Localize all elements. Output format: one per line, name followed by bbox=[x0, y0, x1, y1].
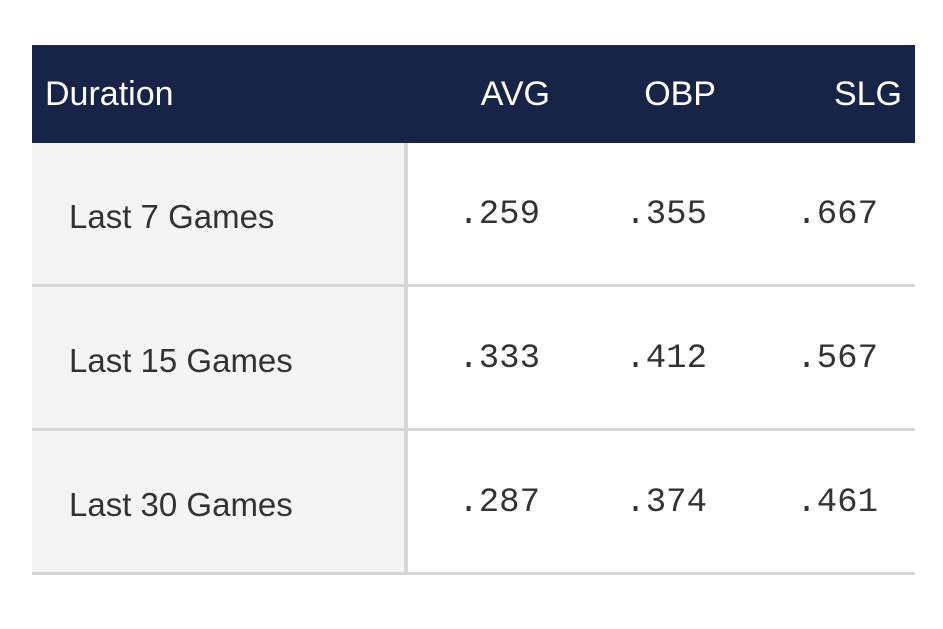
row-duration: Last 15 Games bbox=[32, 287, 408, 428]
table-row: Last 15 Games .333 .412 .567 bbox=[32, 287, 915, 431]
row-avg: .287 bbox=[458, 483, 540, 522]
row-obp: .355 bbox=[625, 195, 707, 234]
row-obp: .374 bbox=[625, 483, 707, 522]
row-slg: .667 bbox=[796, 195, 878, 234]
row-duration: Last 7 Games bbox=[32, 143, 408, 284]
table-row: Last 30 Games .287 .374 .461 bbox=[32, 431, 915, 575]
row-obp: .412 bbox=[625, 339, 707, 378]
row-slg: .567 bbox=[796, 339, 878, 378]
header-duration: Duration bbox=[45, 74, 174, 113]
table-row: Last 7 Games .259 .355 .667 bbox=[32, 143, 915, 287]
row-slg: .461 bbox=[796, 483, 878, 522]
row-avg: .259 bbox=[458, 195, 540, 234]
table-header: Duration AVG OBP SLG bbox=[32, 45, 915, 143]
stats-table: Duration AVG OBP SLG Last 7 Games .259 .… bbox=[32, 45, 915, 575]
row-avg: .333 bbox=[458, 339, 540, 378]
header-slg: SLG bbox=[833, 74, 902, 113]
header-avg: AVG bbox=[480, 74, 550, 113]
header-obp: OBP bbox=[644, 74, 716, 113]
row-duration: Last 30 Games bbox=[32, 431, 408, 572]
